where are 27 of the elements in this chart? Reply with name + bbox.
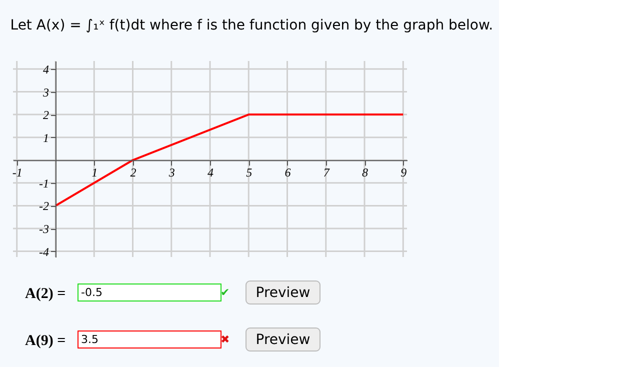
- x-tick-label: 3: [168, 166, 175, 180]
- text: -0.5: [81, 286, 102, 299]
- x-tick-label: -1: [12, 166, 22, 180]
- text: A(9) =: [25, 333, 66, 349]
- text: Preview: [256, 285, 310, 301]
- text: A(2) =: [25, 286, 66, 302]
- y-tick-label: -3: [38, 222, 49, 236]
- x-tick-label: 7: [323, 166, 330, 180]
- text: 3.5: [81, 333, 98, 346]
- chart-title: Let A(x) = ∫₁ˣ f(t)dt where f is the function given by the graph below.: [10, 17, 494, 34]
- text: ✔: [220, 287, 230, 299]
- x-tick-label: 8: [362, 166, 368, 180]
- y-tick-label: 3: [42, 85, 49, 100]
- text: Preview: [256, 332, 310, 348]
- y-tick-label: 4: [42, 62, 49, 76]
- x-tick-label: 4: [208, 166, 214, 180]
- x-tick-label: 6: [284, 166, 291, 180]
- x-tick-label: 9: [400, 166, 407, 180]
- y-tick-label: -1: [38, 176, 49, 190]
- x-tick-label: 5: [246, 166, 252, 180]
- y-tick-label: 1: [42, 130, 49, 145]
- x-tick-label: 2: [130, 166, 136, 180]
- x-tick-label: 1: [92, 166, 98, 180]
- y-tick-label: -2: [38, 199, 49, 214]
- y-tick-label: -4: [38, 244, 49, 259]
- text: ✖: [220, 334, 230, 346]
- y-tick-label: 2: [42, 108, 49, 122]
